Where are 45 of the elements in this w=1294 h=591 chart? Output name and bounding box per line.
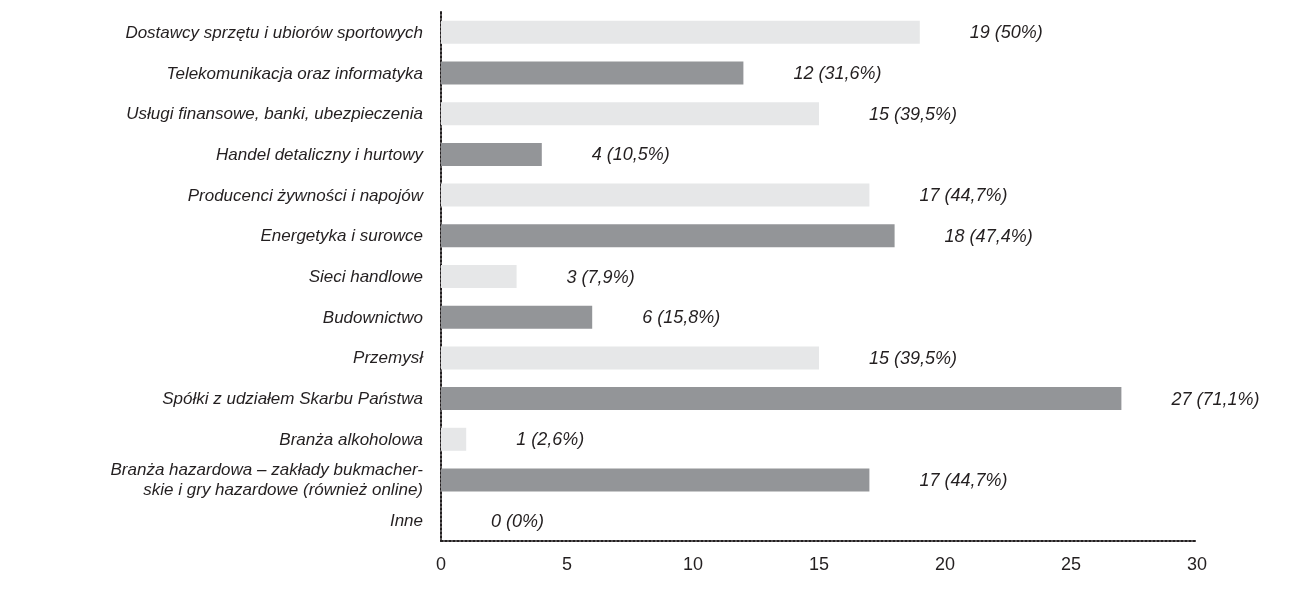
data-label: 18 (47,4%)	[944, 225, 1033, 246]
bar	[441, 20, 920, 44]
bar	[441, 427, 467, 451]
data-label: 19 (50%)	[969, 22, 1043, 43]
x-tick-label: 0	[435, 554, 447, 574]
bar	[441, 224, 895, 248]
bar	[441, 142, 542, 166]
data-label: 17 (44,7%)	[919, 469, 1008, 490]
y-tick-label: Przemysł	[353, 348, 425, 368]
data-label: 3 (7,9%)	[566, 266, 635, 287]
bar	[441, 346, 819, 370]
data-label: 0 (0%)	[491, 510, 545, 531]
bar	[441, 183, 870, 207]
data-label: 17 (44,7%)	[919, 185, 1008, 206]
data-label: 15 (39,5%)	[869, 103, 958, 124]
data-label: 6 (15,8%)	[642, 307, 721, 328]
data-label: 15 (39,5%)	[869, 347, 958, 368]
y-tick-label: Producenci żywności i napojów	[187, 185, 425, 205]
x-tick-label: 25	[1060, 554, 1082, 574]
y-tick-label: Usługi finansowe, banki, ubezpieczenia	[126, 104, 423, 124]
y-tick-label: Sieci handlowe	[308, 267, 423, 286]
data-label: 27 (71,1%)	[1170, 388, 1260, 409]
data-label: 12 (31,6%)	[793, 63, 882, 84]
y-tick-label: Inne	[389, 511, 423, 531]
x-tick-label: 10	[682, 554, 704, 574]
x-tick-label: 5	[561, 554, 573, 574]
bar	[441, 265, 517, 288]
y-tick-label: Branża alkoholowa	[279, 429, 423, 449]
y-tick-label: Energetyka i surowce	[260, 226, 423, 246]
bar	[441, 468, 870, 492]
bar	[441, 387, 1122, 411]
x-tick-label: 20	[934, 554, 956, 574]
data-label: 1 (2,6%)	[516, 429, 585, 450]
y-tick-label: Handel detaliczny i hurtowy	[216, 144, 425, 164]
bar	[441, 305, 593, 329]
y-tick-label: Spółki z udziałem Skarbu Państwa	[162, 389, 423, 409]
data-label: 4 (10,5%)	[591, 144, 670, 165]
x-tick-label: 30	[1186, 554, 1208, 574]
y-tick-label: Branża hazardowa – zakłady bukmacher- skie i gry hazardowe (również online)	[110, 460, 424, 500]
x-tick-label: 15	[808, 554, 830, 574]
y-tick-label: Dostawcy sprzętu i ubiorów sportowych	[125, 22, 423, 42]
bar	[441, 61, 744, 85]
y-tick-label: Budownictwo	[322, 307, 423, 327]
bar	[441, 102, 819, 126]
y-tick-label: Telekomunikacja oraz informatyka	[166, 63, 423, 83]
